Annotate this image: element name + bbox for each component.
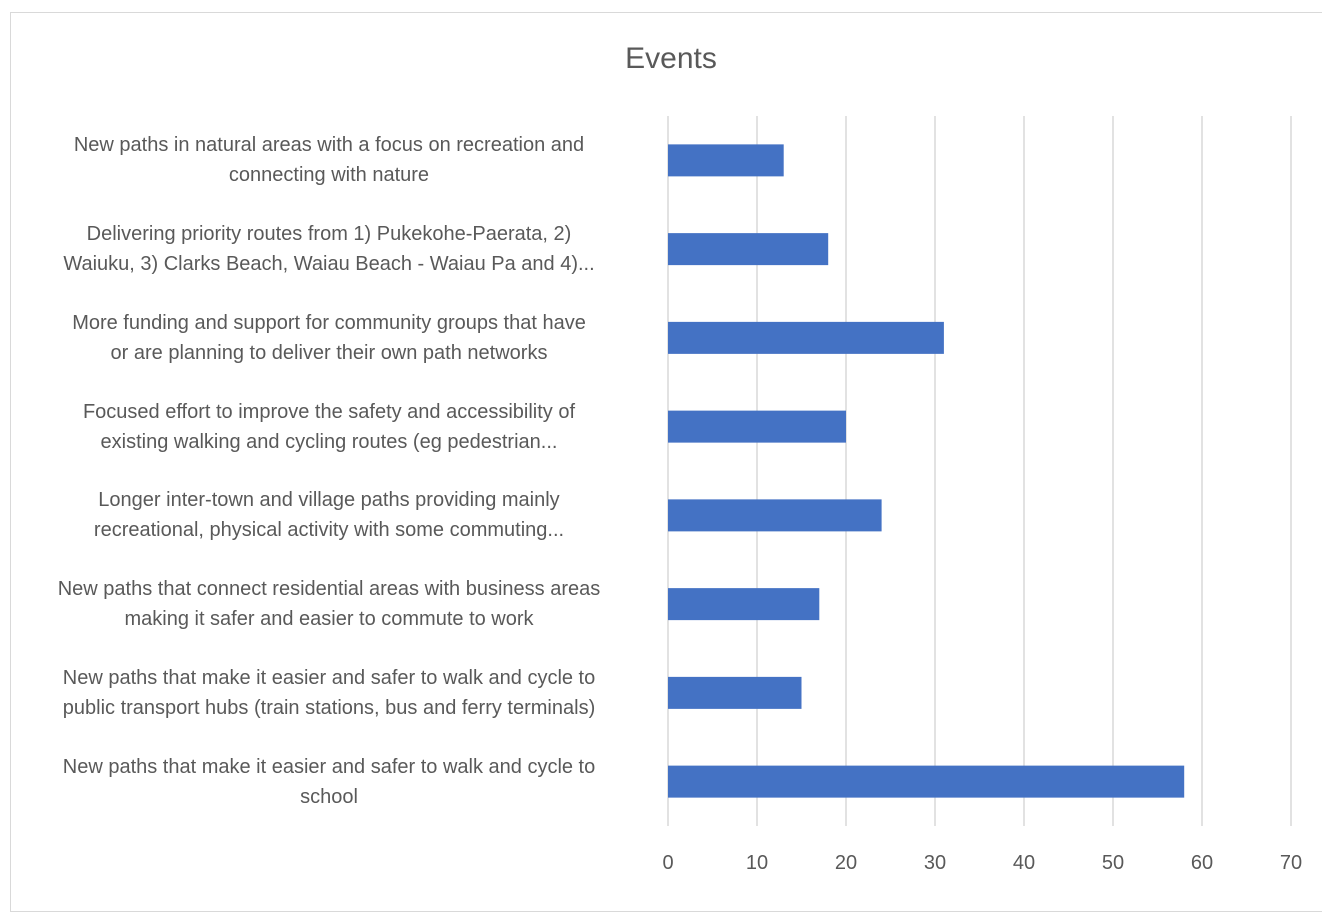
x-tick-label: 0 xyxy=(662,852,674,874)
category-label-line: New paths that make it easier and safer … xyxy=(62,755,596,778)
bar xyxy=(668,321,944,354)
bar xyxy=(668,765,1185,798)
category-label-line: making it safer and easier to commute to… xyxy=(124,608,534,631)
category-label-line: school xyxy=(300,785,358,808)
category-label-line: New paths in natural areas with a focus … xyxy=(73,134,585,157)
category-label: Longer inter-town and village paths prov… xyxy=(4,485,654,545)
x-tick-label: 30 xyxy=(923,852,947,874)
category-label: Delivering priority routes from 1) Pukek… xyxy=(4,219,654,279)
category-label: New paths in natural areas with a focus … xyxy=(4,130,654,190)
category-label-line: connecting with nature xyxy=(228,164,430,187)
category-label: New paths that make it easier and safer … xyxy=(4,663,654,723)
category-label: More funding and support for community g… xyxy=(4,308,654,368)
category-label-line: Focused effort to improve the safety and… xyxy=(82,400,576,423)
category-label-line: Delivering priority routes from 1) Pukek… xyxy=(86,223,572,246)
category-label-line: New paths that connect residential areas… xyxy=(57,578,601,601)
category-label: Focused effort to improve the safety and… xyxy=(4,397,654,457)
bar xyxy=(668,588,820,621)
category-label-line: Waiuku, 3) Clarks Beach, Waiau Beach - W… xyxy=(63,253,595,276)
x-tick-label: 40 xyxy=(1012,852,1036,874)
category-label-line: Longer inter-town and village paths prov… xyxy=(98,489,560,512)
chart-title: Events xyxy=(625,42,717,75)
bar xyxy=(668,233,829,266)
bar xyxy=(668,676,802,709)
x-tick-label: 70 xyxy=(1279,852,1303,874)
category-label-line: New paths that make it easier and safer … xyxy=(62,666,596,689)
category-label: New paths that make it easier and safer … xyxy=(4,752,654,812)
x-tick-label: 20 xyxy=(834,852,858,874)
bar xyxy=(668,410,846,443)
x-tick-label: 10 xyxy=(745,852,769,874)
plot-area xyxy=(667,116,1292,826)
category-label-line: More funding and support for community g… xyxy=(72,311,586,334)
bar xyxy=(668,144,784,177)
category-label-line: existing walking and cycling routes (eg … xyxy=(100,430,558,453)
x-tick-label: 50 xyxy=(1101,852,1125,874)
x-tick-label: 60 xyxy=(1190,852,1214,874)
category-label-line: recreational, physical activity with som… xyxy=(93,519,565,542)
category-label-line: or are planning to deliver their own pat… xyxy=(110,341,548,364)
category-label: New paths that connect residential areas… xyxy=(4,574,654,634)
category-label-line: public transport hubs (train stations, b… xyxy=(62,696,596,719)
bar xyxy=(668,499,882,532)
